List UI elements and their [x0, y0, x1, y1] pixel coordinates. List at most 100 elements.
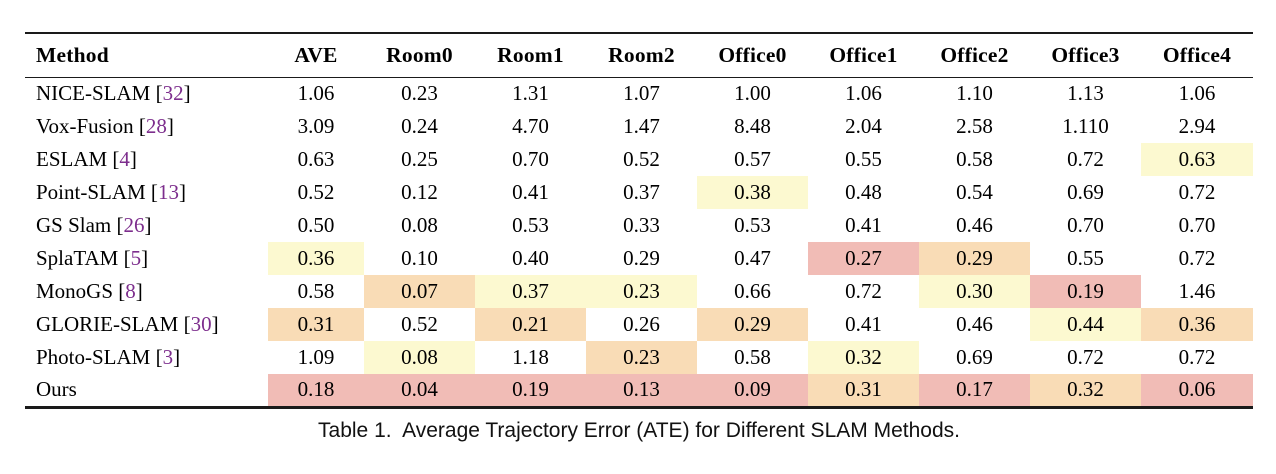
method-cell: SplaTAM [5] — [36, 246, 149, 270]
value-cell: 1.46 — [1178, 279, 1216, 303]
citation-link[interactable]: 30 — [190, 312, 212, 336]
column-header-ave: AVE — [294, 42, 338, 67]
method-cell: ESLAM [4] — [36, 147, 137, 171]
table-header: Method AVE Room0 Room1 Room2 Office0 Office1 Of… — [25, 33, 1253, 77]
value-cell: 0.26 — [623, 312, 660, 336]
value-cell: 1.06 — [1178, 81, 1216, 106]
column-header-method: Method — [36, 42, 109, 67]
citation-link[interactable]: 8 — [125, 279, 136, 303]
column-header-office3: Office3 — [1051, 42, 1120, 67]
citation-link[interactable]: 4 — [119, 147, 130, 171]
value-cell: 0.32 — [808, 341, 919, 374]
value-cell: 0.18 — [268, 374, 364, 407]
value-cell: 0.69 — [956, 345, 993, 369]
citation-link[interactable]: 3 — [162, 345, 174, 369]
value-cell: 0.12 — [401, 180, 438, 204]
method-cell: GLORIE-SLAM [30] — [36, 312, 219, 336]
value-cell: 0.29 — [697, 308, 808, 341]
ate-results-table: Method AVE Room0 Room1 Room2 Office0 Office1 Of… — [25, 32, 1253, 409]
value-cell: 0.69 — [1067, 180, 1104, 204]
value-cell: 1.09 — [297, 345, 335, 369]
value-cell: 1.10 — [956, 81, 993, 106]
value-cell: 0.66 — [734, 279, 771, 303]
value-cell: 0.50 — [297, 213, 335, 237]
value-cell: 0.30 — [919, 275, 1030, 308]
value-cell: 0.44 — [1030, 308, 1141, 341]
value-cell: 2.94 — [1178, 114, 1216, 138]
value-cell: 0.33 — [623, 213, 660, 237]
value-cell: 0.25 — [401, 147, 438, 171]
value-cell: 3.09 — [297, 114, 335, 138]
value-cell: 0.36 — [268, 242, 364, 275]
value-cell: 0.10 — [401, 246, 438, 270]
header-row: Method AVE Room0 Room1 Room2 Office0 Office1 Of… — [25, 33, 1253, 77]
value-cell: 0.46 — [956, 213, 993, 237]
value-cell: 0.52 — [623, 147, 660, 171]
value-cell: 0.54 — [956, 180, 993, 204]
table-row: SplaTAM [5] 0.36 0.10 0.40 0.29 0.47 0.27 0.29 0… — [25, 242, 1253, 275]
value-cell: 0.70 — [1067, 213, 1104, 237]
value-cell: 0.72 — [1178, 345, 1216, 369]
value-cell: 0.38 — [697, 176, 808, 209]
value-cell: 1.00 — [734, 81, 771, 106]
citation-link[interactable]: 28 — [145, 114, 167, 138]
value-cell: 0.58 — [956, 147, 993, 171]
column-header-room2: Room2 — [608, 42, 675, 67]
value-cell: 0.32 — [1030, 374, 1141, 407]
value-cell: 0.37 — [475, 275, 586, 308]
value-cell: 0.63 — [1141, 143, 1253, 176]
value-cell: 0.31 — [268, 308, 364, 341]
value-cell: 0.70 — [1178, 213, 1216, 237]
table-row: NICE-SLAM [32] 1.06 0.23 1.31 1.07 1.00 1.06 1.… — [25, 77, 1253, 110]
table-row: ESLAM [4] 0.63 0.25 0.70 0.52 0.57 0.55 0.58 0.7… — [25, 143, 1253, 176]
citation-link[interactable]: 13 — [157, 180, 179, 204]
value-cell: 0.72 — [845, 279, 882, 303]
value-cell: 0.55 — [1067, 246, 1104, 270]
value-cell: 0.08 — [401, 213, 438, 237]
table-caption: Table 1. Average Trajectory Error (ATE) … — [318, 418, 960, 442]
citation-link[interactable]: 26 — [123, 213, 145, 237]
value-cell: 0.37 — [623, 180, 660, 204]
value-cell: 1.18 — [512, 345, 549, 369]
method-cell: GS Slam [26] — [36, 213, 152, 237]
value-cell: 0.63 — [297, 147, 335, 171]
table-row: GLORIE-SLAM [30] 0.31 0.52 0.21 0.26 0.29 0.41… — [25, 308, 1253, 341]
value-cell: 0.23 — [401, 81, 438, 106]
value-cell: 0.55 — [845, 147, 882, 171]
value-cell: 2.04 — [845, 114, 882, 138]
value-cell: 2.58 — [956, 114, 993, 138]
method-cell: Ours — [36, 377, 77, 402]
value-cell: 0.19 — [475, 374, 586, 407]
value-cell: 0.72 — [1178, 246, 1216, 270]
table-body: NICE-SLAM [32] 1.06 0.23 1.31 1.07 1.00 1.06 1.… — [25, 77, 1253, 407]
value-cell: 0.52 — [297, 180, 335, 204]
value-cell: 0.57 — [734, 147, 771, 171]
value-cell: 0.29 — [919, 242, 1030, 275]
value-cell: 1.31 — [512, 81, 549, 106]
value-cell: 0.41 — [845, 312, 882, 336]
value-cell: 1.06 — [297, 81, 335, 106]
method-cell: Point-SLAM [13] — [36, 180, 186, 204]
value-cell: 4.70 — [512, 114, 549, 138]
value-cell: 0.36 — [1141, 308, 1253, 341]
value-cell: 0.48 — [845, 180, 882, 204]
method-cell: NICE-SLAM [32] — [36, 81, 191, 106]
citation-link[interactable]: 32 — [162, 81, 184, 106]
value-cell: 8.48 — [734, 114, 771, 138]
method-cell: MonoGS [8] — [36, 279, 143, 303]
value-cell: 0.40 — [512, 246, 549, 270]
paper-table-figure: Method AVE Room0 Room1 Room2 Office0 Office1 Of… — [25, 32, 1253, 442]
value-cell: 0.19 — [1030, 275, 1141, 308]
value-cell: 0.27 — [808, 242, 919, 275]
value-cell: 0.72 — [1178, 180, 1216, 204]
value-cell: 0.52 — [401, 312, 438, 336]
table-row: GS Slam [26] 0.50 0.08 0.53 0.33 0.53 0.41 0.46… — [25, 209, 1253, 242]
value-cell: 1.110 — [1062, 114, 1109, 138]
value-cell: 0.72 — [1067, 345, 1104, 369]
column-header-office1: Office1 — [829, 42, 898, 67]
table-row: Point-SLAM [13] 0.52 0.12 0.41 0.37 0.38 0.48 0… — [25, 176, 1253, 209]
citation-link[interactable]: 5 — [130, 246, 142, 270]
value-cell: 0.04 — [364, 374, 475, 407]
value-cell: 0.58 — [734, 345, 771, 369]
value-cell: 0.06 — [1141, 374, 1253, 407]
